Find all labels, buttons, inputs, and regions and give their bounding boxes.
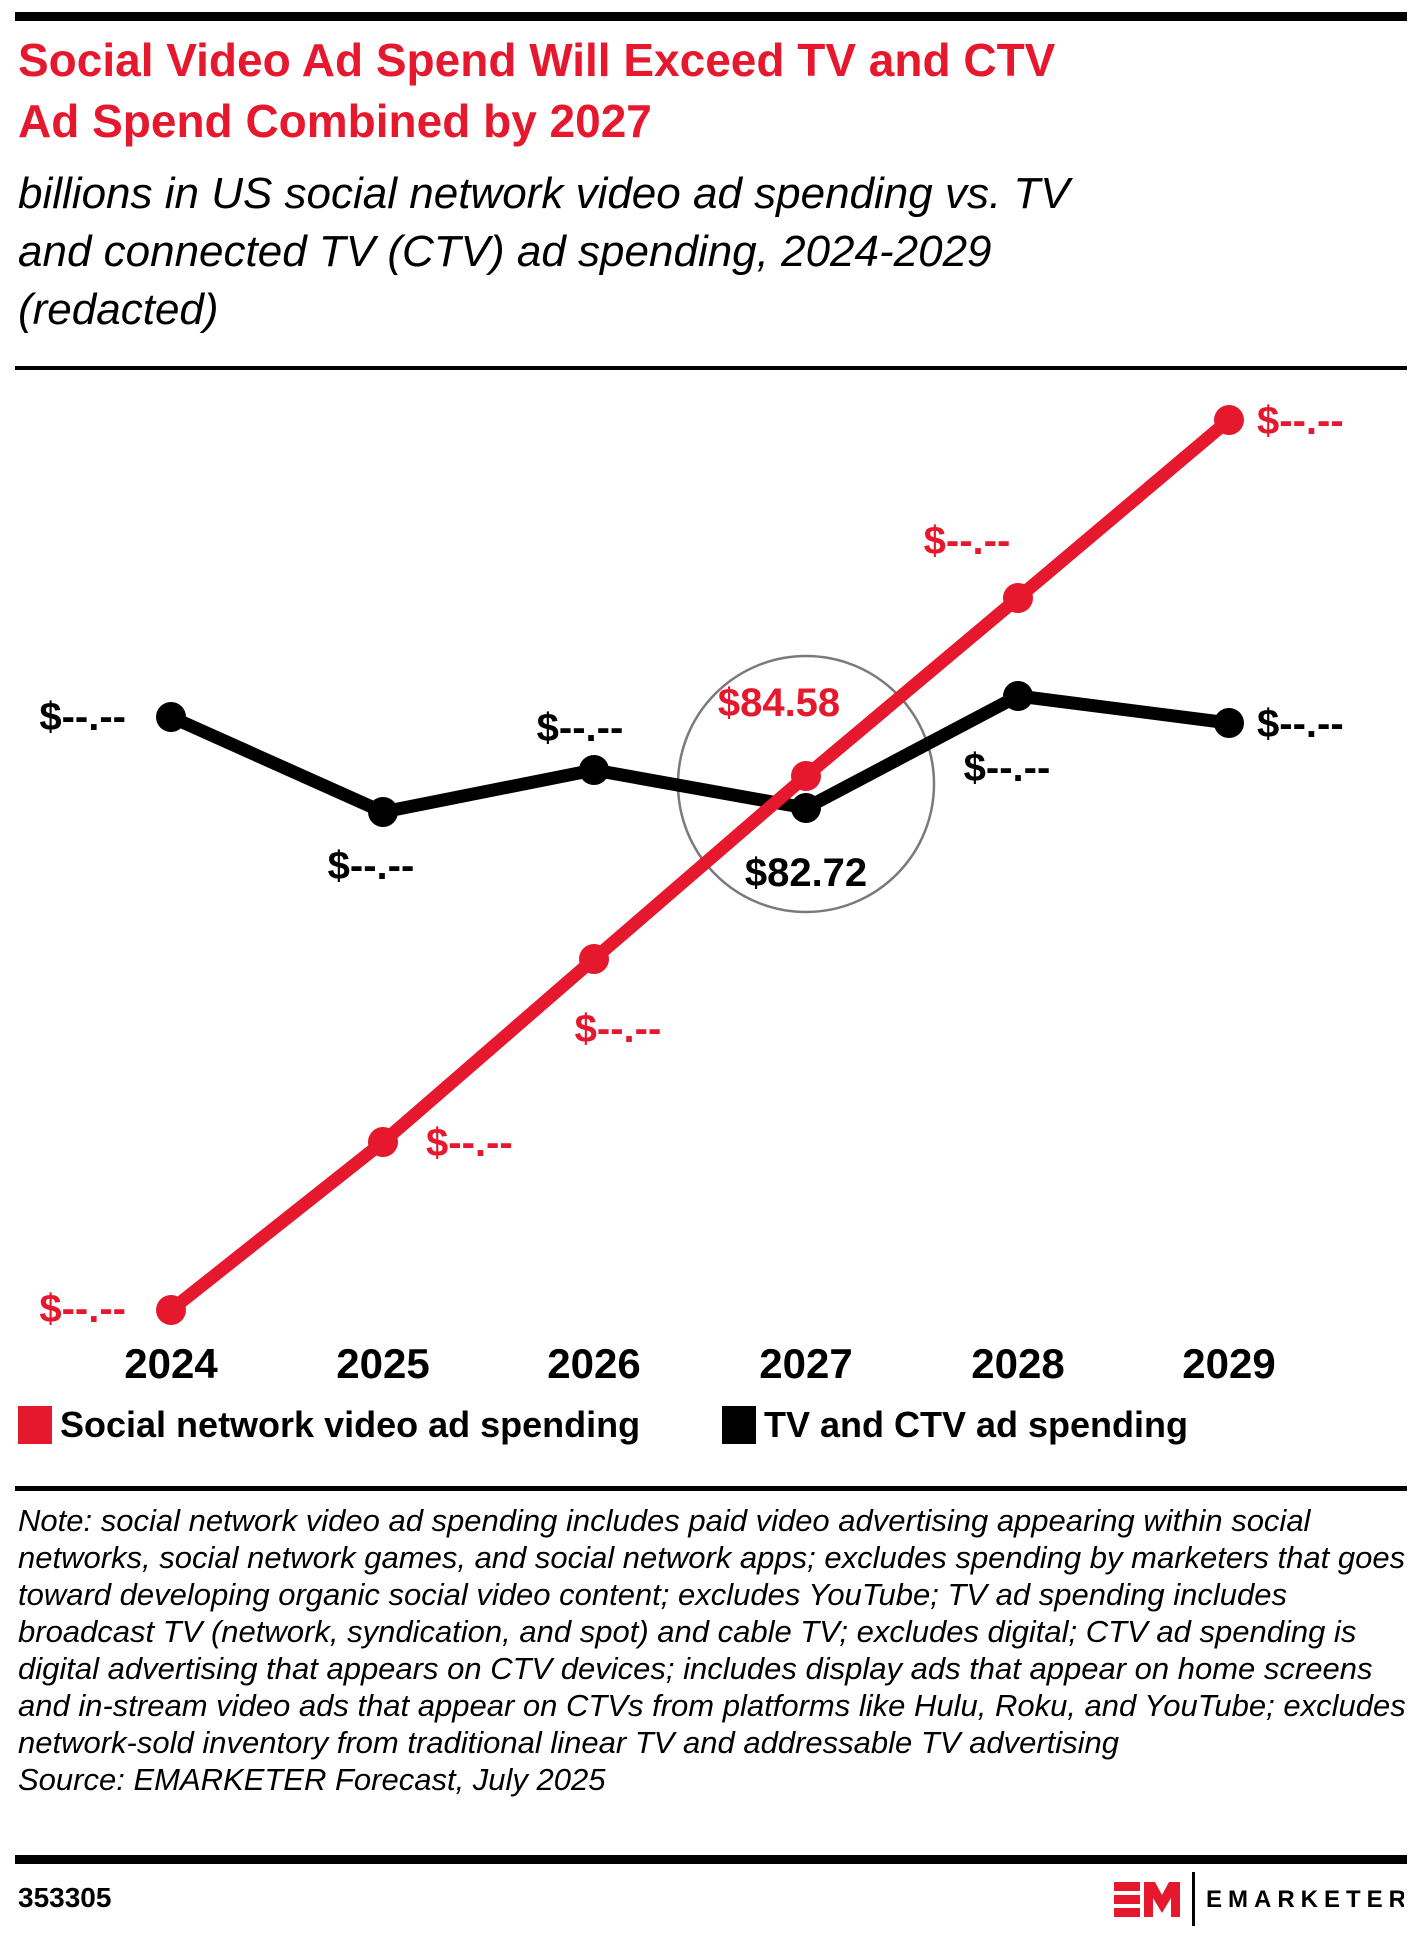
social-label-2028: $--.-- bbox=[924, 519, 1011, 563]
page-title: Social Video Ad Spend Will Exceed TV and… bbox=[18, 34, 1056, 147]
tvctv-label-2027: $82.72 bbox=[745, 851, 867, 895]
tvctv-label-2026: $--.-- bbox=[537, 706, 624, 750]
social-label-2029: $--.-- bbox=[1257, 399, 1344, 443]
x-axis-label-2029: 2029 bbox=[1182, 1340, 1275, 1387]
note-text: Note: social network video ad spending i… bbox=[18, 1503, 1406, 1760]
social-point-2024 bbox=[156, 1295, 186, 1325]
tvctv-point-2027 bbox=[791, 793, 821, 823]
x-axis-label-2028: 2028 bbox=[971, 1340, 1064, 1387]
social-label-2027: $84.58 bbox=[718, 681, 840, 725]
top-accent-bar bbox=[15, 12, 1407, 21]
source-text: Source: EMARKETER Forecast, July 2025 bbox=[18, 1762, 606, 1797]
legend-swatch-tvctv bbox=[722, 1406, 756, 1444]
legend-item-tvctv: TV and CTV ad spending bbox=[722, 1404, 1188, 1446]
tvctv-point-2028 bbox=[1003, 681, 1033, 711]
em-monogram-icon bbox=[1114, 1882, 1180, 1917]
logo-divider bbox=[1192, 1872, 1195, 1926]
page-subtitle: billions in US social network video ad s… bbox=[18, 169, 1070, 334]
x-axis-label-2026: 2026 bbox=[547, 1340, 640, 1387]
legend-item-social: Social network video ad spending bbox=[18, 1404, 640, 1446]
social-label-2024: $--.-- bbox=[39, 1287, 126, 1331]
social-label-2025: $--.-- bbox=[426, 1121, 513, 1165]
footer-divider bbox=[15, 1855, 1407, 1864]
tvctv-series bbox=[156, 681, 1244, 827]
tvctv-label-2025: $--.-- bbox=[328, 844, 415, 888]
social-series-line bbox=[166, 415, 1234, 1316]
tvctv-point-2026 bbox=[579, 755, 609, 785]
social-point-2026 bbox=[579, 944, 609, 974]
x-axis-label-2027: 2027 bbox=[759, 1340, 852, 1387]
brand-name: EMARKETER bbox=[1206, 1886, 1404, 1913]
social-point-2029 bbox=[1214, 405, 1244, 435]
chart-legend: Social network video ad spending TV and … bbox=[0, 1404, 1422, 1450]
tvctv-point-2024 bbox=[156, 702, 186, 732]
social-point-2027 bbox=[791, 761, 821, 791]
legend-divider bbox=[15, 1486, 1407, 1491]
tvctv-point-2029 bbox=[1214, 708, 1244, 738]
legend-label-social: Social network video ad spending bbox=[60, 1404, 641, 1445]
tvctv-label-2024: $--.-- bbox=[39, 695, 126, 739]
social-point-2028 bbox=[1003, 583, 1033, 613]
tvctv-point-2025 bbox=[368, 797, 398, 827]
chart-id: 353305 bbox=[18, 1882, 112, 1913]
social-series bbox=[156, 405, 1244, 1325]
tvctv-label-2029: $--.-- bbox=[1257, 702, 1344, 746]
emarketer-logo: EMARKETER bbox=[1114, 1872, 1404, 1926]
footnote-block: Note: social network video ad spending i… bbox=[18, 1502, 1410, 1798]
tvctv-series-line bbox=[168, 689, 1230, 819]
line-chart: $--.-- $--.-- $--.-- $82.72 $--.-- $--.-… bbox=[39, 399, 1344, 1387]
x-axis-label-2024: 2024 bbox=[124, 1340, 218, 1387]
social-label-2026: $--.-- bbox=[575, 1007, 662, 1051]
legend-label-tvctv: TV and CTV ad spending bbox=[764, 1404, 1189, 1445]
header-divider bbox=[15, 366, 1407, 370]
tvctv-label-2028: $--.-- bbox=[964, 746, 1051, 790]
x-axis-label-2025: 2025 bbox=[336, 1340, 429, 1387]
social-point-2025 bbox=[368, 1127, 398, 1157]
legend-swatch-social bbox=[18, 1406, 52, 1444]
